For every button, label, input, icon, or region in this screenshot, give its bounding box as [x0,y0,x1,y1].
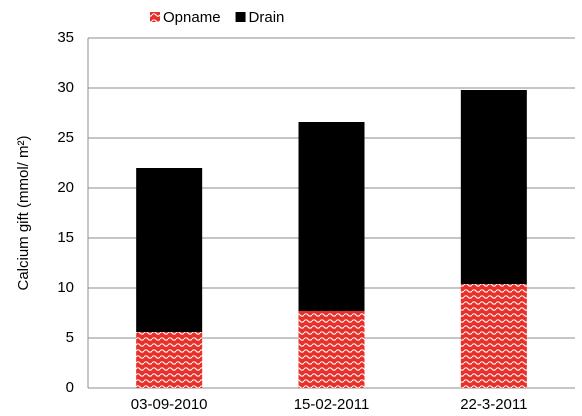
legend-label: Drain [249,9,285,26]
bar-segment [298,122,365,311]
bar-segment [136,332,203,388]
legend-label: Opname [163,9,221,26]
y-axis-label: Calcium gift (mmol/ m²) [15,135,32,290]
bar-segment [136,168,203,332]
bar-segment [460,90,527,284]
y-tick-label: 30 [57,79,74,96]
y-tick-label: 35 [57,29,74,46]
legend-swatch [235,12,246,22]
x-tick-label: 03-09-2010 [131,396,208,413]
x-tick-label: 22-3-2011 [460,396,527,413]
legend-swatch [150,12,160,22]
y-tick-label: 15 [57,229,74,246]
bar-segment [298,311,365,388]
x-tick-label: 15-02-2011 [294,396,370,413]
y-tick-label: 5 [66,329,74,346]
y-tick-label: 25 [57,129,74,146]
y-tick-label: 10 [57,279,74,296]
bar-segment [460,284,527,388]
y-tick-label: 20 [57,179,74,196]
y-tick-label: 0 [66,379,74,396]
